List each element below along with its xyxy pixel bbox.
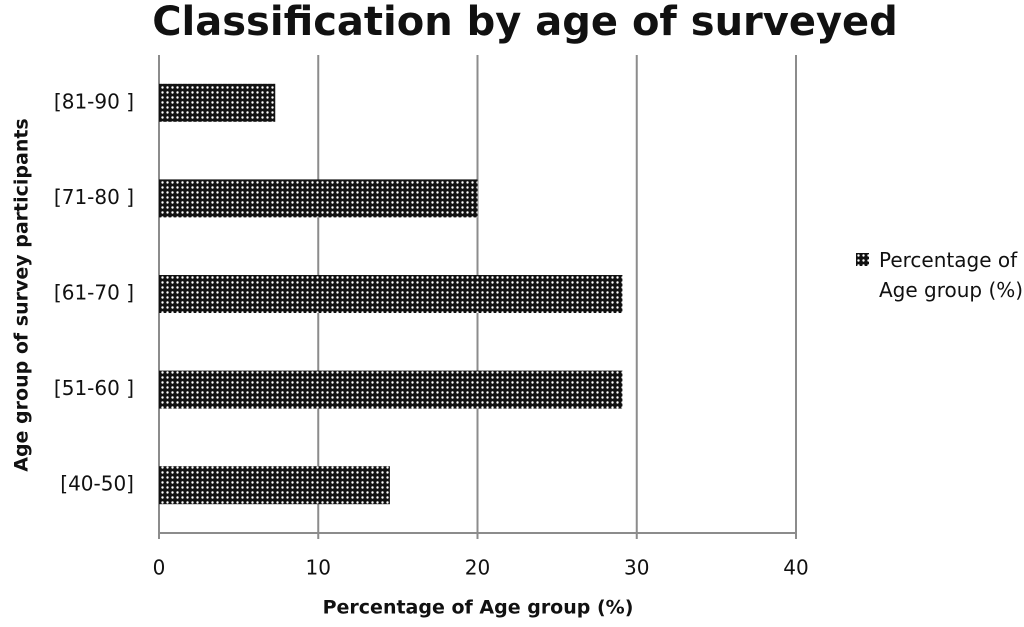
x-tick-label: 40 <box>783 556 808 580</box>
y-axis-title: Age group of survey participants <box>11 118 33 472</box>
legend-label: Percentage of Age group (%) <box>879 248 1024 302</box>
x-tick-label: 0 <box>153 556 166 580</box>
legend-key <box>856 253 869 266</box>
bar <box>159 275 623 313</box>
bar <box>159 179 478 218</box>
chart-title: Classification by age of surveyed <box>152 0 898 45</box>
x-tick-label: 30 <box>624 556 649 580</box>
y-tick-label: [40-50] <box>60 472 134 496</box>
bar <box>159 83 276 122</box>
x-tick-label: 10 <box>306 556 331 580</box>
y-tick-label: [81-90 ] <box>54 89 134 113</box>
legend: Percentage of Age group (%) <box>856 245 1024 305</box>
x-tick-label: 20 <box>465 556 490 580</box>
y-tick-label: [71-80 ] <box>54 185 134 209</box>
x-axis-title: Percentage of Age group (%) <box>323 597 634 619</box>
y-tick-label: [51-60 ] <box>54 376 134 400</box>
bar <box>159 370 623 409</box>
bar <box>159 466 390 505</box>
y-tick-label: [61-70 ] <box>54 281 134 305</box>
